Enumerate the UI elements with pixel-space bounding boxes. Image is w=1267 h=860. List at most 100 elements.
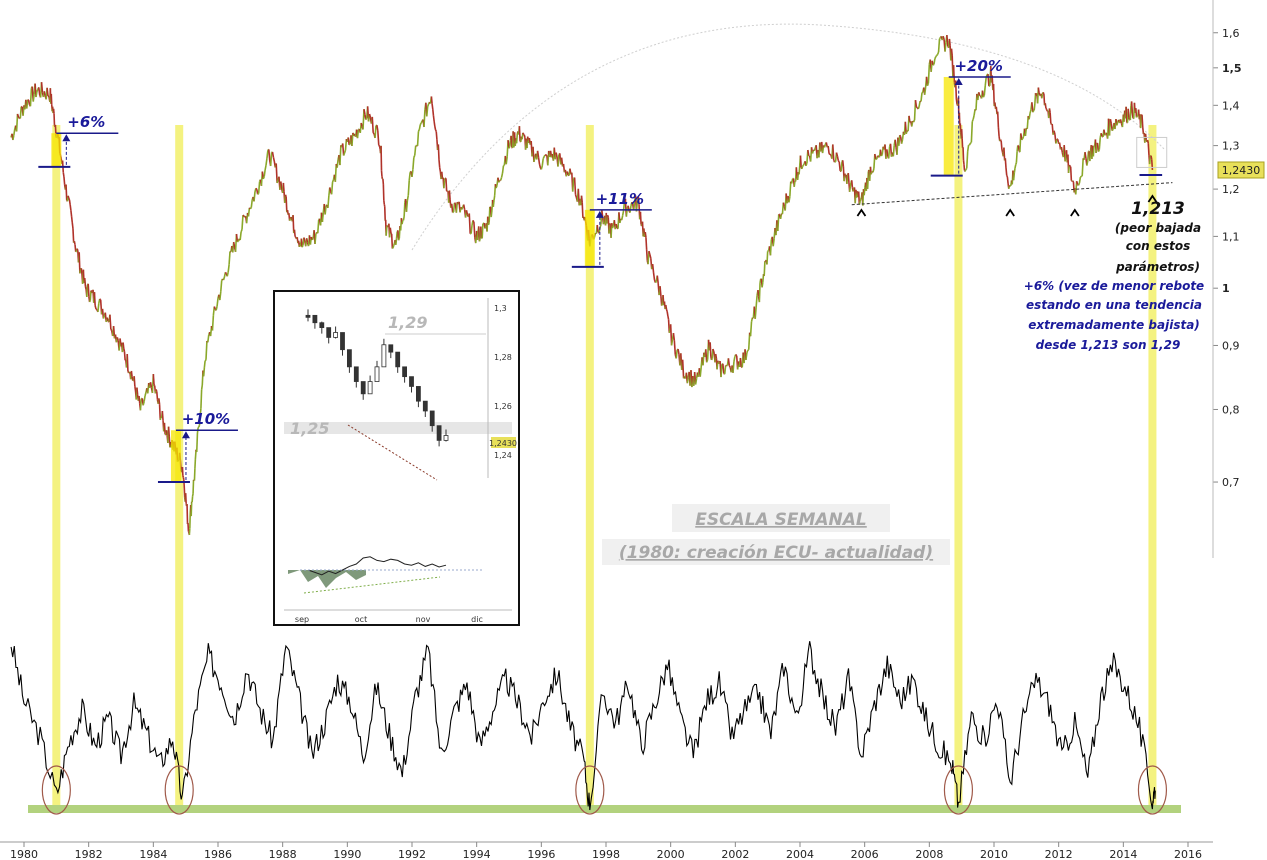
price-segment bbox=[368, 113, 372, 118]
price-segment bbox=[602, 219, 605, 225]
price-segment bbox=[408, 172, 411, 181]
price-segment bbox=[1104, 132, 1107, 136]
inset-candle bbox=[326, 327, 332, 338]
price-segment bbox=[935, 54, 938, 58]
price-segment bbox=[1033, 103, 1036, 111]
price-segment bbox=[228, 251, 231, 265]
price-segment bbox=[67, 195, 70, 199]
price-segment bbox=[499, 177, 503, 181]
inset-y-tick-1: 1,28 bbox=[494, 353, 512, 362]
price-segment bbox=[917, 106, 920, 110]
rebound-arrowhead-2 bbox=[595, 210, 604, 218]
inset-x-tick-0: sep bbox=[295, 615, 309, 624]
x-tick-label-12: 2004 bbox=[786, 848, 814, 860]
price-segment bbox=[1070, 180, 1073, 182]
price-segment bbox=[330, 182, 334, 195]
inset-candle bbox=[319, 322, 325, 329]
price-segment bbox=[83, 277, 87, 287]
price-segment bbox=[999, 139, 1002, 142]
price-segment bbox=[648, 250, 651, 255]
inset-candle bbox=[353, 366, 359, 382]
price-segment bbox=[88, 299, 92, 303]
price-segment bbox=[269, 152, 273, 167]
price-segment bbox=[215, 306, 218, 311]
price-segment bbox=[236, 240, 239, 243]
price-segment bbox=[677, 348, 680, 355]
price-segment bbox=[80, 268, 83, 275]
price-segment bbox=[74, 244, 77, 252]
price-segment bbox=[502, 164, 505, 167]
price-segment bbox=[70, 216, 74, 223]
price-axis-ticks: 1,6 1,5 1,4 1,3 1,2 1,1 1 0,9 0,8 0,7 bbox=[1213, 27, 1242, 489]
price-segment bbox=[478, 238, 481, 242]
price-segment bbox=[397, 238, 401, 241]
rebound-zone-2 bbox=[584, 209, 595, 267]
rebound-note-1: +6% (vez de menor rebote bbox=[1024, 279, 1204, 293]
price-segment bbox=[79, 269, 82, 274]
price-segment bbox=[403, 202, 406, 217]
price-segment bbox=[1077, 182, 1081, 186]
price-segment bbox=[239, 231, 242, 241]
price-segment bbox=[372, 132, 375, 135]
price-segment bbox=[665, 309, 668, 312]
price-segment bbox=[15, 113, 19, 132]
price-segment bbox=[936, 51, 940, 55]
price-segment bbox=[1098, 137, 1102, 150]
inset-osc-line bbox=[307, 556, 447, 576]
price-segment bbox=[790, 178, 794, 184]
price-segment bbox=[1048, 108, 1051, 113]
price-segment bbox=[395, 238, 398, 245]
price-segment bbox=[1012, 172, 1016, 181]
inset-last-label: 1,2430 bbox=[489, 439, 517, 448]
price-segment bbox=[195, 433, 199, 453]
price-segment bbox=[389, 227, 392, 234]
price-segment bbox=[799, 155, 802, 168]
price-segment bbox=[438, 167, 442, 172]
price-segment bbox=[227, 264, 230, 273]
price-segment bbox=[887, 146, 891, 159]
price-segment bbox=[122, 342, 125, 349]
price-segment bbox=[946, 35, 949, 47]
price-segment bbox=[1041, 94, 1044, 99]
price-segment bbox=[608, 223, 612, 226]
price-segment bbox=[130, 370, 133, 377]
price-segment bbox=[165, 430, 168, 436]
price-segment bbox=[158, 398, 161, 405]
price-segment bbox=[500, 172, 504, 178]
price-segment bbox=[681, 359, 685, 379]
price-segment bbox=[934, 56, 937, 60]
price-segment bbox=[1116, 121, 1119, 126]
price-segment bbox=[923, 86, 927, 95]
highlight-band-2 bbox=[585, 125, 594, 810]
price-segment bbox=[495, 185, 498, 189]
price-segment bbox=[413, 155, 416, 158]
price-segment bbox=[392, 245, 395, 248]
price-segment bbox=[46, 87, 49, 97]
price-segment bbox=[970, 141, 972, 144]
price-segment bbox=[533, 156, 536, 163]
price-segment bbox=[789, 181, 792, 197]
price-segment bbox=[25, 99, 29, 109]
price-segment bbox=[732, 361, 735, 373]
low-label: 1,213 bbox=[1131, 199, 1185, 219]
price-segment bbox=[133, 376, 136, 387]
price-segment bbox=[656, 275, 659, 284]
scale-title: ESCALA SEMANAL bbox=[695, 510, 867, 530]
price-segment bbox=[149, 382, 153, 388]
price-segment bbox=[675, 349, 678, 359]
inset-level-low-band bbox=[284, 422, 512, 434]
price-tick-label-5: 1,1 bbox=[1222, 230, 1240, 243]
rebound-label-1: +10% bbox=[182, 410, 230, 428]
price-segment bbox=[264, 164, 267, 171]
price-segment bbox=[1029, 109, 1032, 114]
price-segment bbox=[342, 152, 346, 156]
price-segment bbox=[211, 315, 215, 331]
price-segment bbox=[1037, 87, 1040, 93]
price-segment bbox=[72, 228, 75, 243]
price-segment bbox=[828, 153, 831, 156]
price-segment bbox=[207, 334, 210, 343]
price-segment bbox=[801, 165, 804, 167]
price-segment bbox=[987, 74, 990, 87]
price-segment bbox=[142, 401, 145, 406]
price-segment bbox=[271, 151, 275, 158]
